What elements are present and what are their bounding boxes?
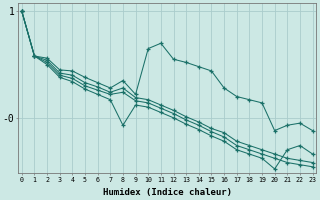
X-axis label: Humidex (Indice chaleur): Humidex (Indice chaleur) bbox=[103, 188, 232, 197]
